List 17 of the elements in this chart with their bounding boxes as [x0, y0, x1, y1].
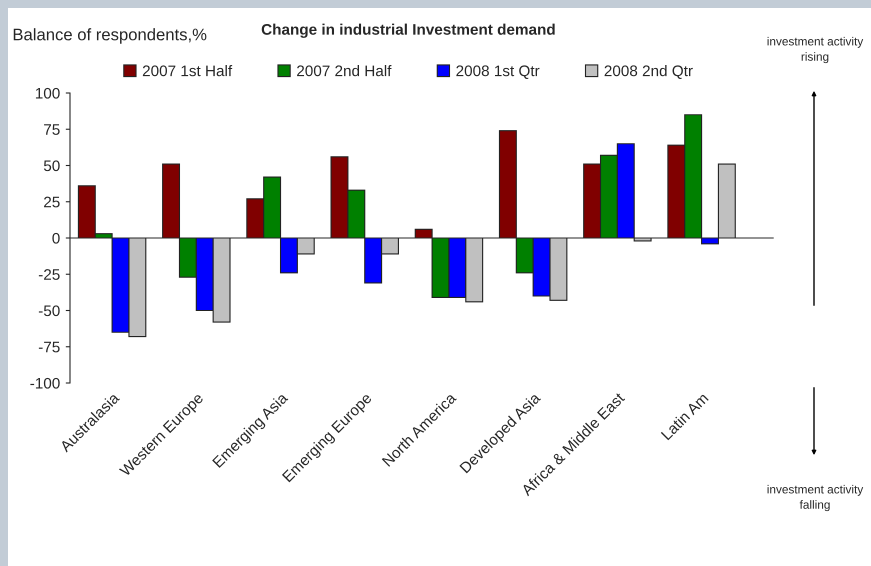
- text: investment activity rising: [768, 36, 864, 64]
- y-tick-label: 100: [36, 88, 60, 99]
- y-tick-label: -100: [30, 378, 60, 389]
- legend-label: 2008 2nd Qtr: [604, 65, 693, 79]
- y-tick-label: 50: [44, 160, 60, 172]
- y-tick-label: -75: [38, 342, 60, 352]
- y-tick-label: -50: [38, 305, 60, 316]
- legend-label: 2007 1st Half: [142, 65, 232, 76]
- y-tick-label: 25: [44, 196, 60, 208]
- y-axis-title: Balance of respondents,%: [14, 28, 206, 44]
- legend-label: 2007 2nd Half: [297, 65, 392, 76]
- y-tick-label: 75: [44, 124, 60, 135]
- text: investment activity falling: [768, 484, 864, 512]
- chart-title: Change in industrial Investment demand: [262, 24, 555, 38]
- y-tick-label: 0: [52, 232, 60, 244]
- legend-label: 2008 1st Qtr: [456, 65, 540, 79]
- y-tick-label: -25: [38, 269, 60, 280]
